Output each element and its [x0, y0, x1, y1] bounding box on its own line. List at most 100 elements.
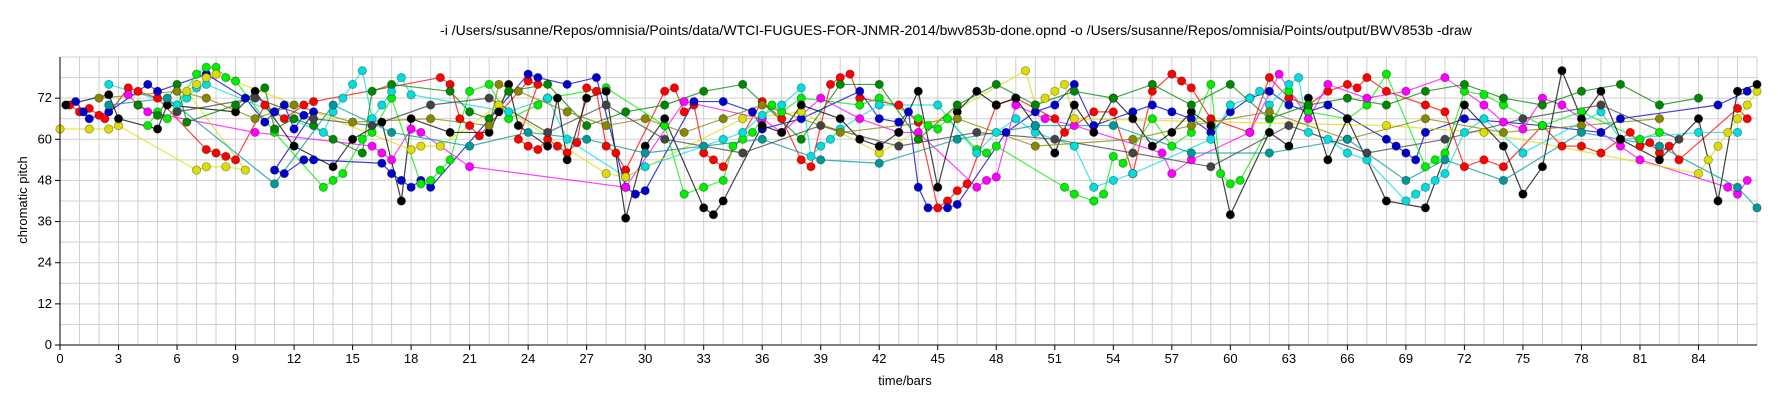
- data-point: [406, 144, 416, 155]
- data-point: [523, 141, 533, 151]
- data-point: [445, 155, 455, 165]
- data-point: [1264, 127, 1274, 138]
- data-point: [426, 175, 436, 186]
- series-line: [1152, 83, 1192, 106]
- data-point: [523, 127, 533, 138]
- data-point: [591, 72, 602, 83]
- data-point: [552, 141, 562, 151]
- data-point: [1167, 141, 1177, 151]
- data-point: [708, 210, 719, 220]
- data-point: [1742, 175, 1752, 186]
- series-line: [606, 118, 646, 127]
- data-point: [357, 66, 367, 76]
- data-point: [289, 124, 299, 134]
- data-point: [1050, 134, 1060, 144]
- data-point: [894, 141, 904, 151]
- series-line: [547, 84, 588, 126]
- series-line: [391, 97, 422, 185]
- data-point: [533, 144, 543, 155]
- x-tick-label: 57: [1165, 351, 1179, 366]
- data-point: [279, 114, 289, 124]
- data-point: [1654, 114, 1665, 124]
- data-point: [1147, 114, 1157, 124]
- data-point: [1167, 107, 1177, 117]
- data-point: [221, 72, 231, 83]
- series-line: [264, 87, 276, 130]
- data-point: [162, 114, 172, 124]
- series-line: [1503, 97, 1543, 106]
- data-point: [338, 93, 348, 103]
- data-point: [1732, 127, 1743, 138]
- data-point: [377, 148, 387, 158]
- data-point: [679, 189, 689, 199]
- data-point: [1342, 114, 1352, 124]
- data-point: [1255, 86, 1265, 96]
- data-point: [61, 100, 71, 110]
- data-point: [738, 148, 748, 158]
- series-line: [1678, 107, 1738, 161]
- data-point: [660, 100, 670, 110]
- x-tick-label: 3: [115, 351, 122, 366]
- data-point: [406, 114, 416, 124]
- series-line: [1600, 111, 1621, 140]
- data-point: [1303, 100, 1313, 110]
- data-point: [660, 114, 670, 124]
- x-tick-label: 60: [1223, 351, 1237, 366]
- data-point: [152, 86, 163, 96]
- series-line: [391, 128, 412, 161]
- data-point: [1098, 189, 1109, 199]
- data-point: [552, 93, 562, 103]
- data-point: [1742, 86, 1752, 96]
- data-point: [1596, 100, 1606, 110]
- data-point: [728, 141, 738, 151]
- series-line: [742, 83, 802, 140]
- data-point: [386, 155, 397, 165]
- series-line: [1327, 104, 1387, 140]
- series-line: [1347, 138, 1407, 181]
- x-axis-label: time/bars: [878, 373, 932, 388]
- data-point: [1479, 114, 1489, 124]
- data-point: [962, 179, 972, 189]
- data-point: [718, 134, 728, 144]
- data-point: [894, 127, 904, 138]
- series-line: [430, 97, 490, 106]
- series-line: [839, 118, 861, 140]
- data-point: [660, 134, 670, 144]
- data-point: [1323, 134, 1333, 144]
- data-point: [601, 120, 611, 131]
- y-tick-label: 24: [38, 255, 52, 270]
- data-point: [611, 148, 621, 158]
- data-point: [562, 134, 572, 144]
- data-point: [279, 168, 289, 179]
- data-point: [465, 120, 475, 131]
- data-point: [718, 196, 728, 206]
- data-point: [855, 134, 865, 144]
- data-point: [201, 162, 211, 172]
- data-point: [855, 114, 865, 124]
- series-line: [332, 104, 392, 133]
- data-point: [1557, 100, 1567, 110]
- data-point: [386, 168, 397, 179]
- data-point: [1362, 148, 1372, 158]
- series-line: [917, 91, 939, 188]
- data-point: [152, 110, 163, 120]
- data-point: [894, 100, 904, 110]
- data-point: [250, 127, 260, 138]
- series-line: [186, 104, 236, 123]
- data-point: [621, 172, 631, 182]
- data-point: [1303, 127, 1313, 138]
- data-point: [1050, 86, 1060, 96]
- data-point: [543, 141, 553, 151]
- x-tick-label: 81: [1633, 351, 1647, 366]
- x-tick-label: 63: [1282, 351, 1296, 366]
- data-point: [416, 127, 426, 138]
- data-point: [1030, 100, 1040, 110]
- data-point: [1615, 114, 1626, 124]
- series-line: [1502, 145, 1524, 195]
- data-point: [1089, 196, 1099, 206]
- data-point: [1040, 93, 1050, 103]
- data-point: [952, 134, 962, 144]
- series-line: [313, 159, 382, 164]
- data-point: [84, 114, 94, 124]
- data-point: [104, 100, 114, 110]
